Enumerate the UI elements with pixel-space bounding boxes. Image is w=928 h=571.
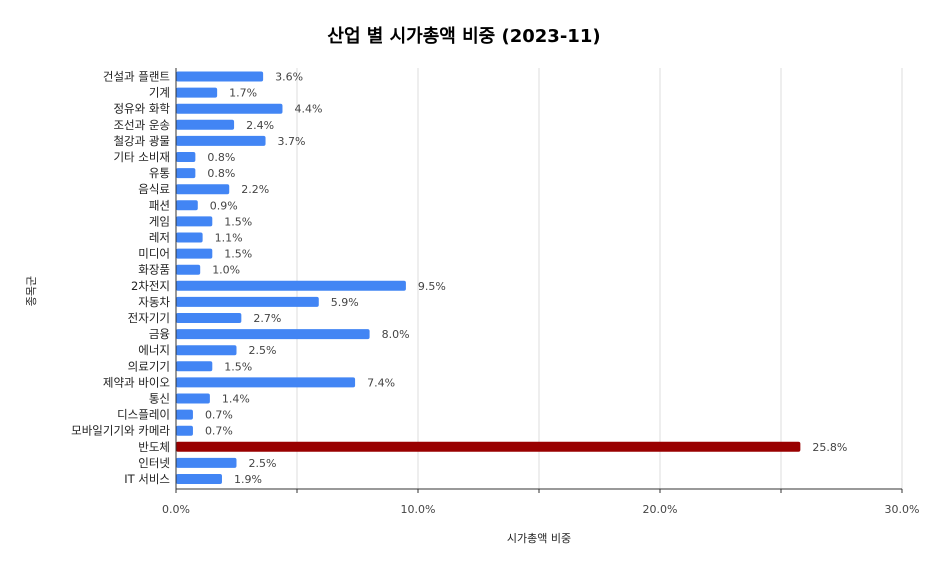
chart-title: 산업 별 시가총액 비중 (2023-11) bbox=[327, 26, 600, 47]
bar bbox=[176, 474, 222, 484]
value-label: 1.1% bbox=[215, 232, 243, 245]
value-label: 1.4% bbox=[222, 393, 250, 406]
bar bbox=[176, 409, 193, 420]
category-label: 모바일기기와 카메라 bbox=[71, 424, 170, 438]
value-label: 25.8% bbox=[812, 441, 847, 454]
category-label: 반도체 bbox=[138, 440, 170, 454]
x-tick-label: 0.0% bbox=[162, 503, 190, 516]
bar bbox=[176, 457, 237, 468]
category-label: 미디어 bbox=[138, 247, 170, 261]
x-tick-labels: 0.0% 10.0% 20.0% 30.0% bbox=[162, 488, 920, 516]
category-label: 전자기기 bbox=[128, 311, 170, 325]
value-label: 8.0% bbox=[382, 328, 410, 341]
category-label: 패션 bbox=[149, 198, 170, 212]
x-tick-label: 30.0% bbox=[885, 503, 920, 516]
value-label: 0.9% bbox=[210, 199, 238, 212]
value-label: 2.7% bbox=[253, 312, 281, 325]
category-label: 통신 bbox=[149, 392, 170, 406]
bar bbox=[176, 313, 242, 323]
category-label: 금융 bbox=[149, 327, 170, 341]
category-label: 철강과 광물 bbox=[113, 134, 170, 148]
value-label: 3.7% bbox=[278, 135, 306, 148]
value-label: 2.4% bbox=[246, 119, 274, 132]
category-label: 기계 bbox=[149, 86, 170, 100]
category-label: 게임 bbox=[149, 214, 170, 228]
value-label: 1.5% bbox=[224, 360, 252, 373]
x-axis-title: 시가총액 비중 bbox=[507, 532, 571, 545]
category-label: 기타 소비재 bbox=[113, 150, 170, 164]
category-label: 인터넷 bbox=[138, 456, 170, 470]
category-label: IT 서비스 bbox=[124, 472, 170, 486]
category-label: 건설과 플랜트 bbox=[103, 70, 170, 84]
value-label: 3.6% bbox=[275, 71, 303, 84]
bars bbox=[176, 71, 801, 484]
bar bbox=[176, 87, 218, 98]
value-label: 1.9% bbox=[234, 473, 262, 486]
value-label: 0.8% bbox=[207, 167, 235, 180]
bar bbox=[176, 71, 264, 82]
bar bbox=[176, 361, 213, 372]
bar bbox=[176, 184, 230, 195]
category-label: 2차전지 bbox=[131, 279, 170, 293]
value-label: 0.7% bbox=[205, 425, 233, 438]
value-label: 2.2% bbox=[241, 183, 269, 196]
value-label: 5.9% bbox=[331, 296, 359, 309]
category-label: 의료기기 bbox=[128, 359, 170, 373]
category-label: 에너지 bbox=[138, 343, 170, 357]
bar bbox=[176, 264, 201, 275]
value-label: 0.8% bbox=[207, 151, 235, 164]
value-label: 9.5% bbox=[418, 280, 446, 293]
bar bbox=[176, 152, 196, 162]
bar bbox=[176, 216, 213, 227]
category-label: 화장품 bbox=[138, 263, 170, 277]
value-label: 2.5% bbox=[249, 457, 277, 470]
value-label: 4.4% bbox=[294, 103, 322, 116]
bar bbox=[176, 135, 266, 146]
bar bbox=[176, 345, 237, 356]
grid-lines bbox=[296, 68, 903, 489]
category-label: 조선과 운송 bbox=[113, 118, 170, 132]
category-label: 자동차 bbox=[138, 295, 170, 309]
value-label: 1.7% bbox=[229, 87, 257, 100]
category-label: 제약과 바이오 bbox=[103, 375, 170, 389]
category-label: 레저 bbox=[149, 231, 170, 245]
bar bbox=[176, 393, 210, 404]
value-label: 7.4% bbox=[367, 376, 395, 389]
bar bbox=[176, 425, 193, 436]
x-tick-label: 10.0% bbox=[401, 503, 436, 516]
bar bbox=[176, 280, 406, 291]
bar bbox=[176, 232, 203, 243]
bar bbox=[176, 296, 319, 307]
x-tick-label: 20.0% bbox=[643, 503, 678, 516]
bar bbox=[176, 119, 235, 130]
category-label: 정유와 화학 bbox=[113, 102, 170, 116]
y-axis-title: 종목군 bbox=[25, 276, 38, 306]
bar bbox=[176, 168, 196, 179]
bar bbox=[176, 329, 370, 340]
value-label: 1.0% bbox=[212, 264, 240, 277]
category-label: 음식료 bbox=[138, 182, 170, 196]
value-label: 1.5% bbox=[224, 215, 252, 228]
value-label: 2.5% bbox=[249, 344, 277, 357]
category-label: 디스플레이 bbox=[117, 408, 170, 422]
bar bbox=[176, 248, 213, 259]
value-labels: 3.6% 1.7% 4.4% 2.4% 3.7% 0.8% 0.8% 2.2%0.9% 1.5%… bbox=[205, 71, 847, 487]
value-label: 0.7% bbox=[205, 409, 233, 422]
bar bbox=[176, 200, 198, 211]
value-label: 1.5% bbox=[224, 248, 252, 261]
bar bbox=[176, 441, 801, 452]
category-label: 유통 bbox=[149, 166, 170, 180]
bar bbox=[176, 377, 356, 388]
bar bbox=[176, 103, 283, 114]
